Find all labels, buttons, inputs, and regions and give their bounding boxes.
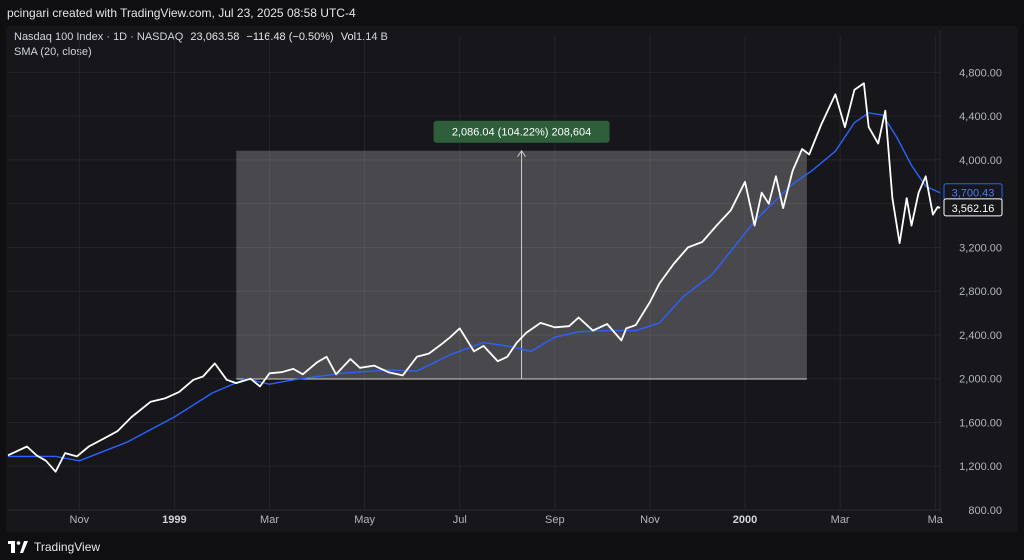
measure-label: 2,086.04 (104.22%) 208,604	[452, 127, 591, 139]
x-tick-label: 1999	[162, 514, 186, 526]
y-tick-label: 800.00	[968, 505, 1002, 517]
x-tick-label: Jul	[453, 514, 467, 526]
y-tick-label: 2,800.00	[959, 286, 1002, 298]
brand-name: TradingView	[34, 540, 101, 554]
volume-value: 1.14 B	[356, 31, 388, 43]
symbol-legend[interactable]: Nasdaq 100 Index · 1D · NASDAQ 23,063.58…	[14, 31, 388, 43]
x-tick-label: Mar	[260, 514, 279, 526]
y-tick-label: 3,200.00	[959, 242, 1002, 254]
tradingview-logo-icon	[8, 541, 28, 553]
y-tick-label: 4,800.00	[959, 67, 1002, 79]
last-price-badge	[943, 198, 1003, 217]
symbol-name[interactable]: Nasdaq 100 Index · 1D · NASDAQ	[14, 31, 184, 43]
y-tick-label: 4,000.00	[959, 155, 1002, 167]
brand-footer: TradingView	[8, 538, 100, 556]
price-change: −116.48 (−0.50%)	[246, 31, 334, 43]
measure-label-bg	[433, 120, 610, 143]
y-tick-label: 4,400.00	[959, 111, 1002, 123]
x-tick-label: Sep	[545, 514, 565, 526]
x-tick-label: Nov	[70, 514, 90, 526]
y-tick-label: 2,400.00	[959, 330, 1002, 342]
y-tick-label: 1,600.00	[959, 417, 1002, 429]
y-tick-label: 1,200.00	[959, 461, 1002, 473]
x-tick-label: Nov	[640, 514, 660, 526]
x-tick-label: May	[354, 514, 375, 526]
measure-arrow-head-icon	[517, 149, 526, 158]
chart-credit: pcingari created with TradingView.com, J…	[7, 6, 356, 20]
x-tick-label: Ma	[928, 514, 944, 526]
last-price-label: 3,562.16	[952, 203, 995, 215]
sma-price-label: 3,700.43	[952, 188, 995, 200]
y-tick-label: 2,000.00	[959, 374, 1002, 386]
last-price: 23,063.58	[190, 31, 240, 43]
volume-label: Vol	[340, 31, 357, 43]
x-tick-label: Mar	[831, 514, 850, 526]
indicator-legend[interactable]: SMA (20, close)	[14, 46, 92, 58]
x-tick-label: 2000	[733, 514, 757, 526]
price-line	[7, 82, 941, 473]
